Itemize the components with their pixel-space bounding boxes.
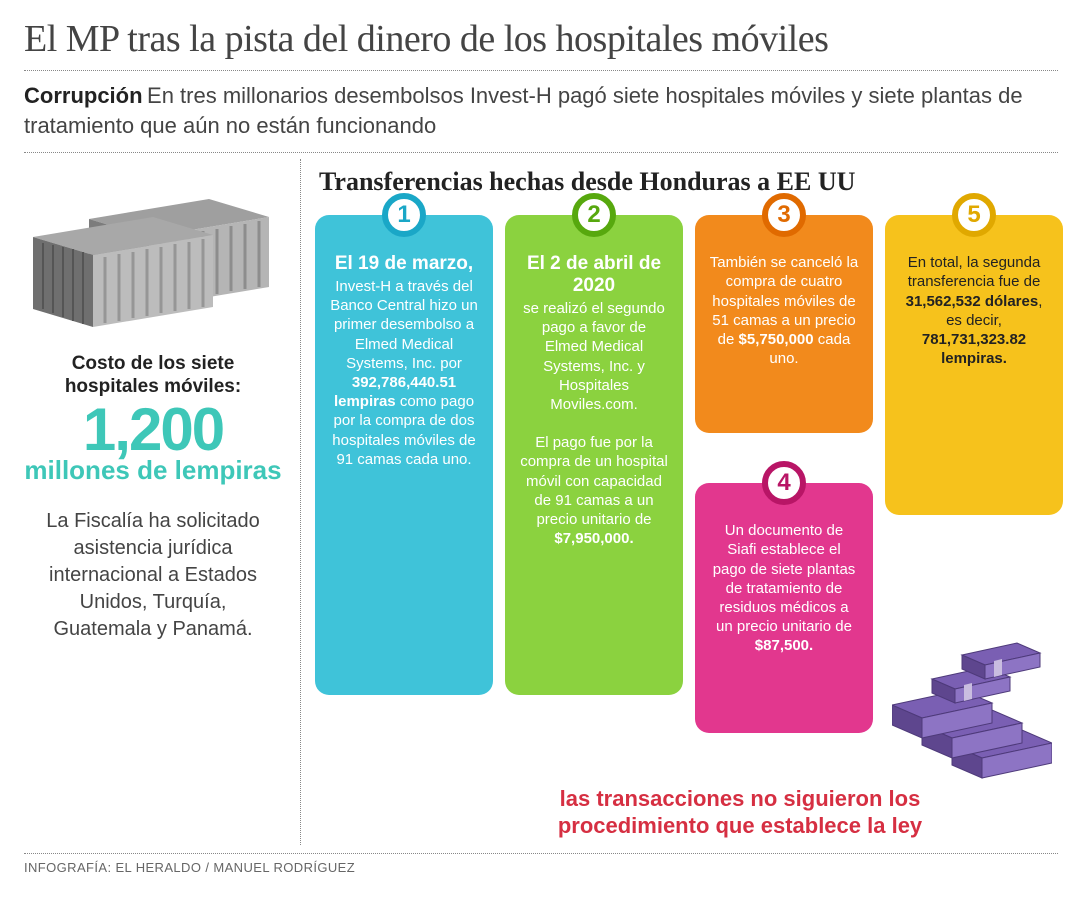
card-4-body: Un documento de Siafi establece el pago … bbox=[709, 521, 859, 655]
containers-icon bbox=[33, 179, 273, 329]
left-column: Costo de los siete hospitales móviles: 1… bbox=[24, 159, 282, 845]
fiscalia-text: La Fiscalía ha solicitado asistencia jur… bbox=[24, 508, 282, 643]
card-1-body: Invest-H a través del Banco Central hizo… bbox=[329, 277, 479, 469]
card-3-badge: 3 bbox=[762, 193, 806, 237]
cards-area: 1 El 19 de marzo, Invest-H a través del … bbox=[315, 215, 1058, 845]
card-1-num: 1 bbox=[397, 201, 410, 229]
kicker-body: En tres millonarios desembolsos Invest-H… bbox=[24, 83, 1023, 138]
card-3-body: También se canceló la compra de cuatro h… bbox=[709, 253, 859, 368]
headline: El MP tras la pista del dinero de los ho… bbox=[24, 20, 1058, 71]
money-stack-icon bbox=[892, 635, 1052, 785]
card-4-badge: 4 bbox=[762, 461, 806, 505]
card-2-badge: 2 bbox=[572, 193, 616, 237]
infographic-credit: INFOGRAFÍA: EL HERALDO / MANUEL RODRÍGUE… bbox=[24, 853, 1058, 875]
card-1: 1 El 19 de marzo, Invest-H a través del … bbox=[315, 215, 493, 695]
card-4: 4 Un documento de Siafi establece el pag… bbox=[695, 483, 873, 733]
subheadline-row: Corrupción En tres millonarios desembols… bbox=[24, 71, 1058, 153]
right-column: Transferencias hechas desde Honduras a E… bbox=[300, 159, 1058, 845]
card-5-body: En total, la segunda transferencia fue d… bbox=[899, 253, 1049, 368]
transfers-title: Transferencias hechas desde Honduras a E… bbox=[319, 167, 1058, 197]
card-3-num: 3 bbox=[777, 201, 790, 229]
card-5-badge: 5 bbox=[952, 193, 996, 237]
card-1-badge: 1 bbox=[382, 193, 426, 237]
card-1-lead: El 19 de marzo, bbox=[329, 253, 479, 275]
card-5-num: 5 bbox=[967, 201, 980, 229]
card-3: 3 También se canceló la compra de cuatro… bbox=[695, 215, 873, 433]
card-2: 2 El 2 de abril de 2020 se realizó el se… bbox=[505, 215, 683, 695]
cost-unit: millones de lempiras bbox=[24, 457, 282, 484]
kicker: Corrupción bbox=[24, 83, 143, 108]
card-2-lead: El 2 de abril de 2020 bbox=[519, 253, 669, 297]
cost-number: 1,200 bbox=[24, 403, 282, 457]
card-2-num: 2 bbox=[587, 201, 600, 229]
card-2-body: se realizó el segundo pago a favor de El… bbox=[519, 299, 669, 548]
card-5: 5 En total, la segunda transferencia fue… bbox=[885, 215, 1063, 515]
card-4-num: 4 bbox=[777, 469, 790, 497]
cost-label: Costo de los siete hospitales móviles: bbox=[24, 353, 282, 399]
footer-note: las transacciones no siguieron los proce… bbox=[525, 786, 955, 839]
